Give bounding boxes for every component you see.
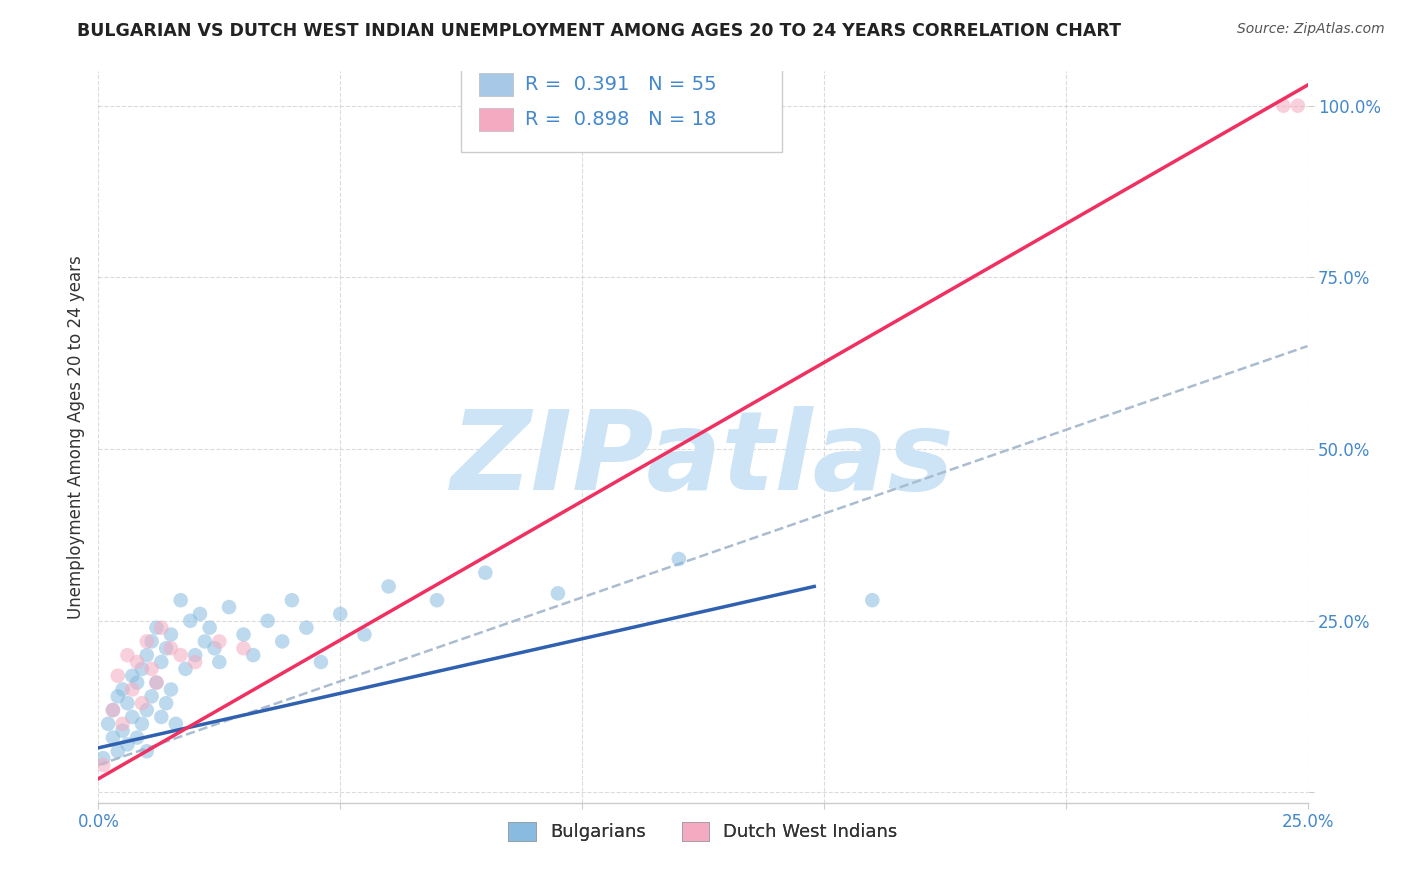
Point	[107, 690, 129, 704]
Point	[101, 731, 124, 745]
Point	[97, 716, 120, 731]
Point	[169, 648, 191, 662]
Point	[101, 703, 124, 717]
Point	[169, 593, 191, 607]
Point	[426, 593, 449, 607]
FancyBboxPatch shape	[479, 108, 513, 131]
Point	[107, 669, 129, 683]
Point	[131, 716, 153, 731]
Point	[242, 648, 264, 662]
Point	[184, 655, 207, 669]
Point	[135, 703, 157, 717]
Point	[121, 710, 143, 724]
Point	[91, 758, 114, 772]
Point	[1272, 98, 1295, 112]
Point	[198, 621, 221, 635]
Point	[295, 621, 318, 635]
Point	[145, 675, 167, 690]
Point	[111, 723, 134, 738]
Point	[232, 641, 254, 656]
Point	[188, 607, 211, 621]
FancyBboxPatch shape	[461, 68, 782, 152]
Point	[127, 731, 149, 745]
Point	[204, 641, 226, 656]
Point	[141, 662, 163, 676]
Point	[474, 566, 496, 580]
Point	[141, 690, 163, 704]
Point	[160, 682, 183, 697]
Text: BULGARIAN VS DUTCH WEST INDIAN UNEMPLOYMENT AMONG AGES 20 TO 24 YEARS CORRELATIO: BULGARIAN VS DUTCH WEST INDIAN UNEMPLOYM…	[77, 22, 1122, 40]
FancyBboxPatch shape	[479, 73, 513, 96]
Point	[668, 552, 690, 566]
Point	[135, 744, 157, 758]
Point	[377, 579, 399, 593]
Point	[141, 634, 163, 648]
Point	[194, 634, 217, 648]
Point	[91, 751, 114, 765]
Text: R =  0.898   N = 18: R = 0.898 N = 18	[526, 110, 717, 129]
Point	[135, 634, 157, 648]
Point	[101, 703, 124, 717]
Point	[145, 675, 167, 690]
Point	[1286, 98, 1309, 112]
Point	[111, 682, 134, 697]
Point	[353, 627, 375, 641]
Point	[155, 696, 177, 710]
Point	[117, 696, 139, 710]
Point	[309, 655, 332, 669]
Point	[160, 641, 183, 656]
Point	[127, 655, 149, 669]
Point	[329, 607, 352, 621]
Legend: Bulgarians, Dutch West Indians: Bulgarians, Dutch West Indians	[501, 814, 905, 848]
Y-axis label: Unemployment Among Ages 20 to 24 years: Unemployment Among Ages 20 to 24 years	[66, 255, 84, 619]
Point	[218, 600, 240, 615]
Point	[232, 627, 254, 641]
Point	[127, 675, 149, 690]
Point	[165, 716, 187, 731]
Point	[208, 655, 231, 669]
Point	[117, 648, 139, 662]
Point	[208, 634, 231, 648]
Point	[121, 669, 143, 683]
Point	[150, 655, 173, 669]
Point	[179, 614, 201, 628]
Point	[131, 696, 153, 710]
Point	[547, 586, 569, 600]
Point	[174, 662, 197, 676]
Point	[117, 738, 139, 752]
Point	[155, 641, 177, 656]
Point	[281, 593, 304, 607]
Point	[150, 621, 173, 635]
Point	[150, 710, 173, 724]
Point	[184, 648, 207, 662]
Point	[111, 716, 134, 731]
Point	[256, 614, 278, 628]
Point	[135, 648, 157, 662]
Text: ZIPatlas: ZIPatlas	[451, 406, 955, 513]
Point	[131, 662, 153, 676]
Text: Source: ZipAtlas.com: Source: ZipAtlas.com	[1237, 22, 1385, 37]
Point	[160, 627, 183, 641]
Point	[121, 682, 143, 697]
Text: R =  0.391   N = 55: R = 0.391 N = 55	[526, 75, 717, 94]
Point	[107, 744, 129, 758]
Point	[145, 621, 167, 635]
Point	[860, 593, 883, 607]
Point	[271, 634, 294, 648]
